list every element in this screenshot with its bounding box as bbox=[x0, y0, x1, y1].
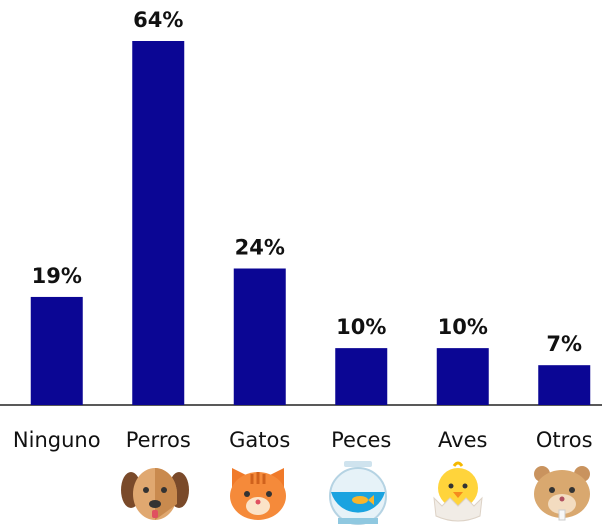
category-label: Otros bbox=[536, 428, 593, 452]
bar bbox=[436, 348, 489, 405]
value-label: 10% bbox=[438, 315, 488, 339]
bar bbox=[538, 365, 591, 405]
icons bbox=[121, 461, 590, 525]
value-label: 19% bbox=[32, 264, 82, 288]
category-label: Ninguno bbox=[13, 428, 101, 452]
bar bbox=[30, 296, 83, 405]
hamster-icon bbox=[534, 466, 590, 521]
category-label: Peces bbox=[331, 428, 391, 452]
fishbowl-icon bbox=[329, 461, 387, 525]
value-label: 24% bbox=[235, 236, 285, 260]
category-label: Gatos bbox=[229, 428, 290, 452]
category-label: Aves bbox=[438, 428, 487, 452]
category-label: Perros bbox=[126, 428, 191, 452]
dog-icon bbox=[121, 468, 189, 520]
bar bbox=[335, 348, 388, 405]
value-label: 64% bbox=[133, 8, 183, 32]
chick-icon bbox=[433, 461, 483, 522]
value-label: 10% bbox=[336, 315, 386, 339]
bar bbox=[233, 268, 286, 405]
bar bbox=[132, 41, 185, 405]
cat-icon bbox=[230, 468, 286, 520]
value-label: 7% bbox=[546, 332, 582, 356]
